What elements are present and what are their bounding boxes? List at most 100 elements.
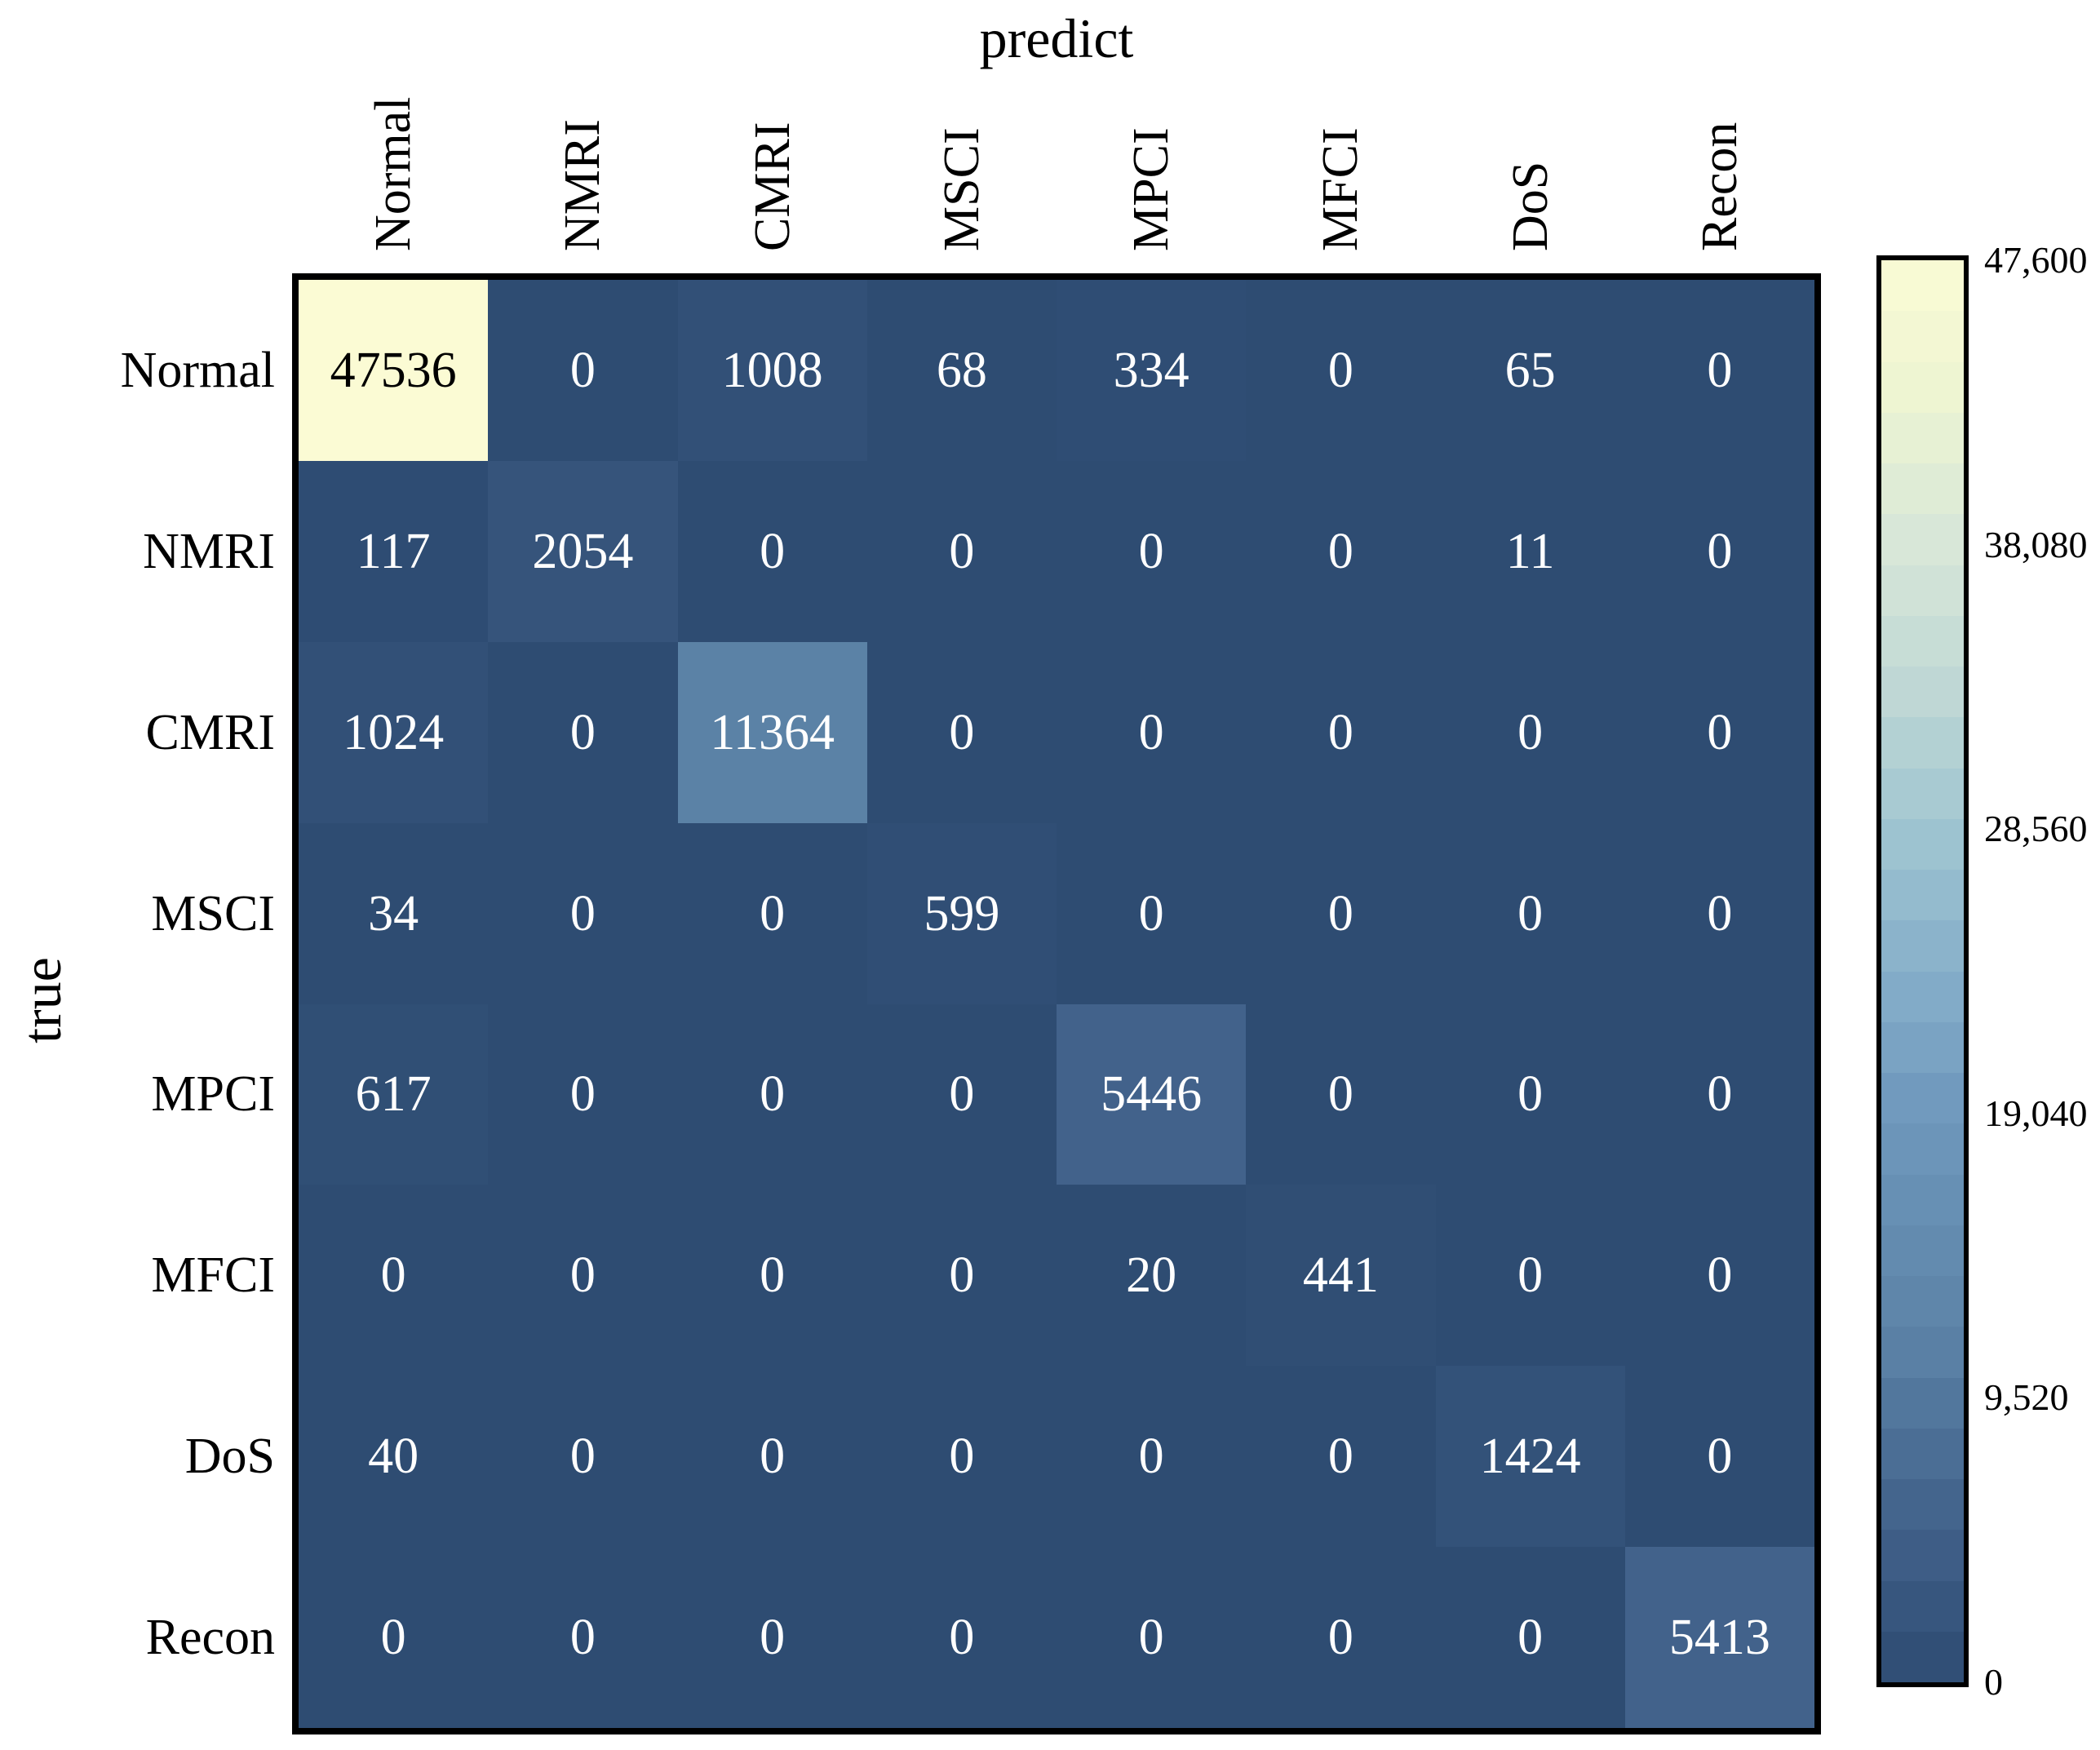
colorbar-tick: 19,040: [1984, 1092, 2088, 1134]
heatmap-cell: 0: [299, 1547, 489, 1728]
heatmap-cell: 1424: [1435, 1366, 1625, 1548]
colorbar-step: [1881, 311, 1964, 362]
row-label: MPCI: [151, 1066, 275, 1123]
row-label: MFCI: [151, 1247, 275, 1304]
colorbar-tick: 47,600: [1984, 239, 2088, 281]
heatmap-cell: 0: [866, 1366, 1057, 1548]
heatmap-cell: 0: [866, 1003, 1057, 1185]
colorbar-step: [1881, 1377, 1964, 1429]
column-label: CMRI: [744, 122, 800, 251]
colorbar-tick: 38,080: [1984, 523, 2088, 565]
heatmap-cell: 0: [1624, 280, 1814, 461]
heatmap-cell: 0: [1057, 1547, 1247, 1728]
row-label: Normal: [120, 342, 275, 398]
heatmap-cell: 117: [299, 460, 489, 642]
colorbar-step: [1881, 768, 1964, 819]
heatmap-cell: 0: [677, 1185, 867, 1367]
colorbar-tick: 28,560: [1984, 808, 2088, 850]
heatmap-cell: 0: [1624, 1003, 1814, 1185]
colorbar-step: [1881, 1631, 1964, 1682]
heatmap-cell: 0: [1435, 822, 1625, 1004]
heatmap-cell: 0: [1624, 641, 1814, 823]
row-label: NMRI: [143, 523, 275, 579]
heatmap-cell: 0: [866, 641, 1057, 823]
heatmap-cell: 617: [299, 1003, 489, 1185]
heatmap-cell: 0: [677, 460, 867, 642]
colorbar-step: [1881, 1174, 1964, 1225]
colorbar-step: [1881, 412, 1964, 463]
heatmap-cell: 34: [299, 822, 489, 1004]
colorbar-step: [1881, 971, 1964, 1022]
heatmap-cell: 0: [1246, 1366, 1436, 1548]
heatmap-cell: 0: [488, 280, 678, 461]
heatmap-cell: 40: [299, 1366, 489, 1548]
heatmap-cell: 47536: [299, 280, 489, 461]
colorbar-tick: 0: [1984, 1661, 2003, 1703]
heatmap-cell: 0: [1435, 1547, 1625, 1728]
heatmap-cell: 5413: [1624, 1547, 1814, 1728]
heatmap-cell: 0: [1435, 1185, 1625, 1367]
colorbar-step: [1881, 1530, 1964, 1581]
x-axis-title: predict: [979, 7, 1134, 69]
heatmap-cell: 0: [488, 1547, 678, 1728]
heatmap-cell: 0: [299, 1185, 489, 1367]
heatmap-cell: 0: [1057, 460, 1247, 642]
heatmap-cell: 0: [677, 1366, 867, 1548]
column-label: MPCI: [1123, 127, 1180, 251]
colorbar-step: [1881, 1580, 1964, 1632]
heatmap-cell: 0: [1624, 1185, 1814, 1367]
heatmap-cell: 0: [1246, 1547, 1436, 1728]
heatmap-cell: 0: [1246, 1003, 1436, 1185]
heatmap-cell: 1024: [299, 641, 489, 823]
heatmap-cell: 0: [1624, 1366, 1814, 1548]
colorbar-step: [1881, 667, 1964, 718]
column-label: Normal: [366, 96, 422, 251]
colorbar-tick: 9,520: [1984, 1376, 2069, 1419]
colorbar-step: [1881, 1021, 1964, 1073]
colorbar-step: [1881, 870, 1964, 921]
heatmap-cell: 0: [488, 1003, 678, 1185]
y-axis-title: true: [11, 957, 73, 1043]
colorbar-step: [1881, 1276, 1964, 1327]
colorbar-step: [1881, 1073, 1964, 1124]
heatmap-cell: 0: [866, 460, 1057, 642]
heatmap-cell: 0: [1057, 822, 1247, 1004]
heatmap-cell: 441: [1246, 1185, 1436, 1367]
heatmap-cell: 0: [1246, 641, 1436, 823]
colorbar-step: [1881, 1428, 1964, 1479]
colorbar-step: [1881, 1123, 1964, 1175]
column-label: DoS: [1502, 161, 1558, 251]
heatmap-cell: 11364: [677, 641, 867, 823]
colorbar-step: [1881, 565, 1964, 616]
heatmap: 47536 0 1008 68 334 0 65 0 117 2054 0 0 0 0 11 0 1024 0 11…: [292, 273, 1821, 1734]
heatmap-cell: 0: [488, 822, 678, 1004]
heatmap-cell: 20: [1057, 1185, 1247, 1367]
heatmap-cell: 5446: [1057, 1003, 1247, 1185]
heatmap-cell: 2054: [488, 460, 678, 642]
column-label: MSCI: [933, 127, 990, 251]
heatmap-cell: 0: [1246, 822, 1436, 1004]
colorbar: [1876, 255, 1969, 1687]
row-label: MSCI: [151, 885, 275, 941]
heatmap-cell: 0: [1057, 1366, 1247, 1548]
heatmap-cell: 0: [677, 1547, 867, 1728]
heatmap-cell: 0: [488, 1366, 678, 1548]
colorbar-step: [1881, 920, 1964, 972]
colorbar-step: [1881, 514, 1964, 565]
heatmap-cell: 0: [488, 641, 678, 823]
heatmap-cell: 0: [866, 1547, 1057, 1728]
heatmap-cell: 1008: [677, 280, 867, 461]
heatmap-cell: 599: [866, 822, 1057, 1004]
heatmap-cell: 0: [488, 1185, 678, 1367]
colorbar-step: [1881, 260, 1964, 312]
heatmap-cell: 0: [677, 1003, 867, 1185]
row-label: DoS: [184, 1429, 275, 1485]
colorbar-step: [1881, 1479, 1964, 1531]
heatmap-cell: 0: [1435, 641, 1625, 823]
colorbar-step: [1881, 818, 1964, 870]
column-label: NMRI: [555, 119, 611, 251]
colorbar-step: [1881, 463, 1964, 515]
heatmap-cell: 0: [1246, 280, 1436, 461]
column-label: MFCI: [1313, 127, 1369, 251]
